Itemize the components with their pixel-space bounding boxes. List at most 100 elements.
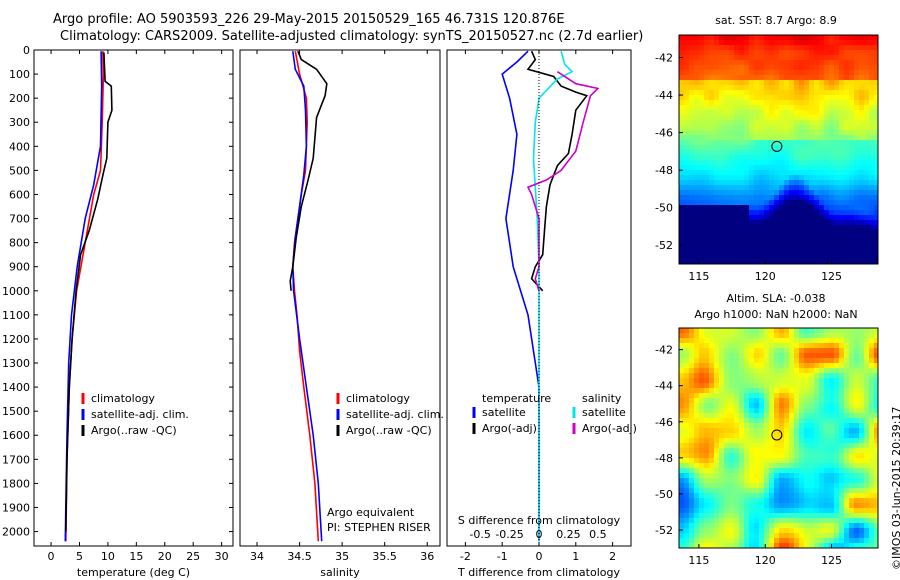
heatmap-cell [834,468,839,473]
heatmap-cell [814,523,819,528]
heatmap-cell [724,333,729,338]
heatmap-cell [729,235,734,240]
heatmap-cell [714,225,719,230]
heatmap-cell [864,503,869,508]
heatmap-cell [709,393,714,398]
heatmap-cell [684,245,689,250]
heatmap-cell [874,503,878,508]
heatmap-cell [739,260,744,264]
heatmap-cell [744,60,749,65]
heatmap-cell [749,245,754,250]
heatmap-cell [799,363,804,368]
heatmap-cell [824,85,829,90]
heatmap-cell [794,230,799,235]
heatmap-cell [749,145,754,150]
heatmap-cell [764,130,769,135]
heatmap-cell [679,195,684,200]
heatmap-cell [864,443,869,448]
plot-frame [239,49,441,547]
heatmap-cell [824,195,829,200]
heatmap-cell [784,185,789,190]
heatmap-cell [719,125,724,130]
heatmap-cell [754,260,759,264]
heatmap-cell [684,453,689,458]
heatmap-cell [694,150,699,155]
heatmap-cell [869,508,874,513]
heatmap-cell [679,368,684,373]
heatmap-cell [754,250,759,255]
heatmap-cell [764,80,769,85]
heatmap-cell [704,145,709,150]
heatmap-cell [744,458,749,463]
heatmap-cell [804,240,809,245]
heatmap-cell [849,90,854,95]
heatmap-cell [839,230,844,235]
heatmap-cell [834,443,839,448]
heatmap-cell [774,483,779,488]
heatmap-cell [854,45,859,50]
heatmap-cell [764,150,769,155]
heatmap-cell [834,145,839,150]
x-tick-label: 35.5 [372,550,397,563]
heatmap-cell [769,533,774,538]
heatmap-cell [734,463,739,468]
heatmap-cell [874,523,878,528]
heatmap-cell [799,260,804,264]
heatmap-cell [859,508,864,513]
heatmap-cell [719,423,724,428]
heatmap-cell [694,438,699,443]
heatmap-cell [874,205,878,210]
heatmap-cell [729,180,734,185]
heatmap-cell [794,343,799,348]
heatmap-cell [709,170,714,175]
heatmap-cell [679,483,684,488]
y-tick-label: 1000 [2,285,30,298]
heatmap-cell [789,40,794,45]
heatmap-cell [739,70,744,75]
heatmap-cell [759,60,764,65]
heatmap-cell [794,115,799,120]
heatmap-cell [759,523,764,528]
heatmap-cell [789,235,794,240]
heatmap-cell [749,373,754,378]
heatmap-cell [824,463,829,468]
heatmap-cell [699,165,704,170]
heatmap-cell [689,245,694,250]
heatmap-cell [824,473,829,478]
heatmap-cell [724,225,729,230]
heatmap-cell [724,145,729,150]
heatmap-cell [709,35,714,40]
heatmap-cell [709,205,714,210]
heatmap-cell [779,358,784,363]
heatmap-cell [814,245,819,250]
heatmap-cell [684,328,689,333]
heatmap-cell [864,508,869,513]
heatmap-cell [809,35,814,40]
heatmap-cell [734,468,739,473]
heatmap-cell [724,185,729,190]
heatmap-cell [779,488,784,493]
heatmap-cell [829,100,834,105]
heatmap-cell [754,210,759,215]
heatmap-cell [824,110,829,115]
heatmap-cell [819,438,824,443]
heatmap-cell [744,388,749,393]
heatmap-cell [769,428,774,433]
heatmap-cell [829,448,834,453]
heatmap-cell [769,180,774,185]
heatmap-cell [749,250,754,255]
heatmap-cell [729,130,734,135]
heatmap-cell [724,508,729,513]
heatmap-cell [699,413,704,418]
heatmap-cell [819,70,824,75]
heatmap-cell [874,65,878,70]
heatmap-cell [699,448,704,453]
x-tick-label: 0 [536,550,543,563]
heatmap-cell [834,418,839,423]
heatmap-cell [794,95,799,100]
heatmap-cell [809,528,814,533]
heatmap-cell [829,463,834,468]
heatmap-cell [699,423,704,428]
heatmap-cell [784,543,789,548]
heatmap-cell [744,373,749,378]
